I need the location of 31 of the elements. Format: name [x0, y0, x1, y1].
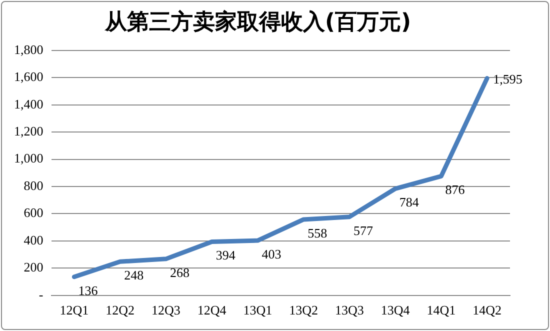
- text: 1,595: [493, 72, 522, 87]
- x-tick-label: 14Q1: [426, 302, 456, 318]
- text: 403: [262, 246, 282, 262]
- x-tick-label: 13Q3: [334, 302, 364, 318]
- y-tick-label: 1,200: [14, 123, 44, 138]
- text: 577: [353, 222, 373, 238]
- x-tick-label: 14Q2: [472, 302, 502, 318]
- x-tick-label: 12Q2: [106, 302, 135, 318]
- y-tick-label: -: [38, 286, 44, 302]
- text: 784: [399, 194, 419, 210]
- y-tick-label: 1,000: [14, 150, 44, 166]
- y-tick-label: 600: [24, 205, 44, 220]
- x-tick-label: 13Q1: [243, 302, 272, 318]
- y-tick-label: 1,600: [14, 69, 44, 84]
- text: 558: [308, 225, 328, 240]
- x-tick-label: 12Q1: [60, 302, 89, 318]
- text: 394: [216, 248, 236, 263]
- y-tick-label: 1,800: [14, 42, 44, 57]
- y-tick-label: 800: [24, 178, 44, 193]
- x-tick-label: 12Q4: [197, 302, 227, 318]
- y-tick-label: 1,400: [14, 96, 44, 112]
- text: 248: [124, 268, 144, 283]
- x-tick-label: 12Q3: [151, 302, 180, 318]
- y-tick-label: 400: [24, 232, 44, 248]
- x-tick-label: 13Q4: [380, 302, 410, 318]
- y-tick-label: 200: [24, 260, 44, 275]
- x-tick-label: 13Q2: [289, 302, 318, 318]
- text: 268: [170, 264, 190, 280]
- chart-title: 从第三方卖家取得收入(百万元): [104, 8, 412, 35]
- text: 876: [445, 182, 465, 198]
- text: 136: [78, 282, 98, 298]
